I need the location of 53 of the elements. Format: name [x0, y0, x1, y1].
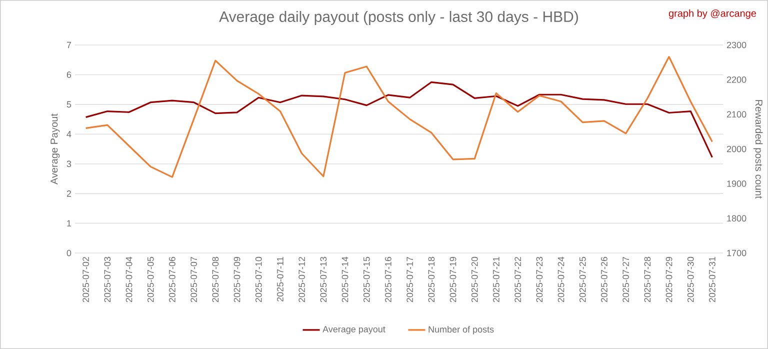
- y2-tick-label: 1700: [727, 250, 746, 256]
- y2-tick-label: 2300: [726, 42, 746, 48]
- legend-label: Number of posts: [428, 326, 494, 334]
- y-tick-label: 0: [66, 250, 72, 256]
- x-tick-label: 2025-07-15: [363, 256, 370, 302]
- y2-tick-label: 1800: [727, 215, 746, 222]
- line-series: [85, 81, 714, 158]
- x-tick-label: 2025-07-03: [104, 256, 111, 302]
- y-axis-title: Average Payout: [50, 114, 60, 184]
- x-tick-label: 2025-07-18: [428, 256, 435, 302]
- x-tick-label: 2025-07-28: [644, 256, 651, 302]
- y2-axis-title: Rewarded posts count: [753, 100, 763, 199]
- y-tick-label: 7: [66, 42, 72, 48]
- y-tick-label: 4: [66, 131, 72, 138]
- x-tick-label: 2025-07-04: [126, 256, 132, 302]
- x-tick-label: 2025-07-21: [493, 256, 500, 302]
- y-tick-label: 1: [67, 220, 72, 226]
- y2-tick-label: 2200: [726, 76, 746, 83]
- x-tick-label: 2025-07-09: [234, 256, 240, 302]
- x-tick-label: 2025-07-02: [82, 256, 89, 302]
- x-tick-label: 2025-07-14: [342, 256, 348, 302]
- x-tick-label: 2025-07-11: [277, 256, 284, 302]
- y-tick-label: 3: [66, 160, 72, 168]
- line-series: [85, 56, 714, 178]
- y2-tick-label: 2000: [726, 146, 746, 152]
- y2-tick-label: 2100: [726, 111, 746, 118]
- x-tick-label: 2025-07-06: [169, 256, 176, 302]
- x-tick-label: 2025-07-07: [190, 256, 197, 302]
- y-tick-label: 2: [66, 190, 72, 197]
- x-tick-label: 2025-07-05: [147, 256, 154, 302]
- x-tick-label: 2025-07-22: [514, 256, 521, 302]
- x-tick-label: 2025-07-20: [471, 256, 478, 302]
- x-tick-label: 2025-07-13: [320, 256, 327, 302]
- x-tick-label: 2025-07-08: [212, 256, 219, 302]
- y-tick-label: 5: [66, 101, 72, 108]
- x-tick-label: 2025-07-30: [687, 256, 694, 302]
- x-tick-label: 2025-07-17: [406, 256, 413, 302]
- x-tick-label: 2025-07-10: [255, 256, 262, 302]
- x-tick-label: 2025-07-12: [298, 256, 305, 302]
- x-tick-label: 2025-07-16: [385, 256, 392, 302]
- x-tick-label: 2025-07-19: [450, 256, 456, 302]
- legend-label: Average payout: [322, 326, 386, 334]
- x-tick-label: 2025-07-31: [709, 256, 716, 302]
- x-tick-label: 2025-07-24: [558, 256, 564, 302]
- x-tick-label: 2025-07-27: [622, 256, 629, 302]
- chart-title: Average daily payout (posts only - last 30 days - HBD): [219, 11, 578, 25]
- x-tick-label: 2025-07-26: [601, 256, 608, 302]
- x-tick-label: 2025-07-25: [579, 256, 586, 302]
- y2-tick-label: 1900: [727, 180, 746, 187]
- x-tick-label: 2025-07-23: [536, 256, 543, 302]
- x-tick-label: 2025-07-29: [666, 256, 672, 302]
- y-tick-label: 6: [66, 72, 72, 78]
- text: graph by @arcange: [668, 10, 756, 19]
